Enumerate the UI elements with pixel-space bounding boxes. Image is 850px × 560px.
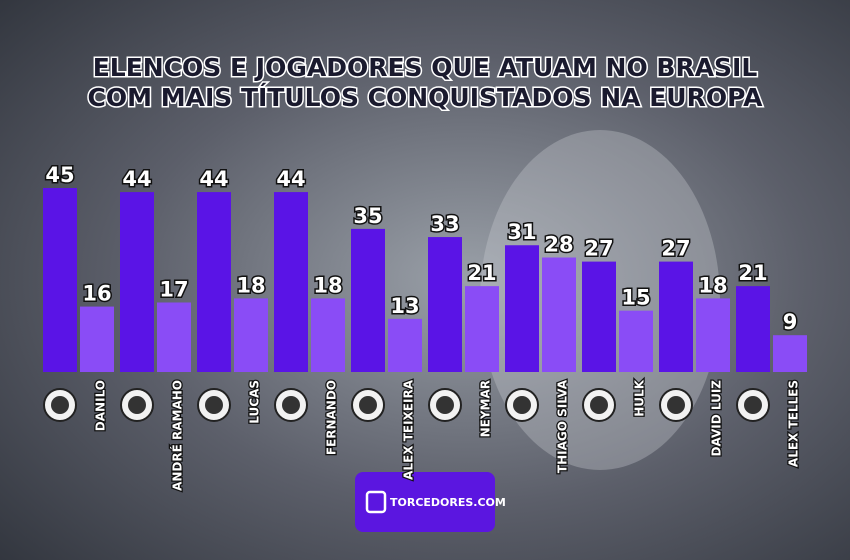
bar: [773, 335, 807, 372]
value-label: 15: [621, 286, 650, 310]
bar: [505, 245, 539, 372]
value-label: 44: [122, 167, 151, 191]
x-tick-label: ANDRÉ RAMAHO: [170, 380, 185, 491]
club-logo-inner: [205, 396, 223, 414]
club-logo-inner: [359, 396, 377, 414]
bar: [736, 286, 770, 372]
bar: [274, 192, 308, 372]
bar: [388, 318, 422, 372]
bar: [234, 298, 268, 372]
value-label: 18: [236, 273, 265, 297]
value-label: 21: [738, 261, 767, 285]
x-tick-label: LUCAS: [248, 380, 262, 424]
value-label: 27: [661, 237, 690, 261]
chart-title: COM MAIS TÍTULOS CONQUISTADOS NA EUROPA: [88, 83, 764, 112]
value-label: 16: [82, 282, 111, 306]
value-label: 28: [544, 233, 573, 257]
x-tick-label: ALEX TELLES: [787, 380, 801, 467]
value-label: 18: [313, 273, 342, 297]
brand-text: TORCEDORES.COM: [390, 496, 506, 509]
x-tick-label: THIAGO SILVA: [556, 379, 570, 473]
club-logo-inner: [590, 396, 608, 414]
club-logo-inner: [51, 396, 69, 414]
bar: [619, 310, 653, 372]
club-logo-inner: [282, 396, 300, 414]
value-label: 44: [199, 167, 228, 191]
value-label: 31: [507, 220, 536, 244]
club-logo-inner: [667, 396, 685, 414]
bar: [120, 192, 154, 372]
value-label: 9: [783, 310, 798, 334]
bar: [197, 192, 231, 372]
club-logo-inner: [513, 396, 531, 414]
bar: [582, 261, 616, 372]
bar: [311, 298, 345, 372]
value-label: 44: [276, 167, 305, 191]
bar: [428, 237, 462, 372]
bar: [157, 302, 191, 372]
value-label: 45: [45, 163, 74, 187]
chart-title: ELENCOS E JOGADORES QUE ATUAM NO BRASIL: [93, 53, 758, 82]
x-tick-label: DANILO: [94, 380, 108, 431]
bar: [542, 257, 576, 372]
bar: [465, 286, 499, 372]
bar: [80, 306, 114, 372]
x-tick-label: ALEX TEIXEIRA: [402, 379, 416, 480]
value-label: 17: [159, 277, 188, 301]
brand-bg: [355, 472, 495, 532]
x-tick-label: NEYMAR: [479, 380, 493, 437]
value-label: 21: [467, 261, 496, 285]
bar: [351, 228, 385, 372]
value-label: 13: [390, 294, 419, 318]
x-tick-label: DAVID LUIZ: [710, 380, 724, 457]
brand-icon: [365, 490, 387, 514]
x-tick-label: HULK: [633, 379, 647, 416]
x-tick-label: FERNANDO: [325, 380, 339, 455]
brand-box: TORCEDORES.COM: [355, 472, 506, 532]
bar: [43, 188, 77, 372]
bar: [659, 261, 693, 372]
value-label: 18: [698, 273, 727, 297]
club-logo-inner: [744, 396, 762, 414]
bar: [696, 298, 730, 372]
value-label: 35: [353, 204, 382, 228]
value-label: 27: [584, 237, 613, 261]
value-label: 33: [430, 212, 459, 236]
club-logo-inner: [436, 396, 454, 414]
club-logo-inner: [128, 396, 146, 414]
